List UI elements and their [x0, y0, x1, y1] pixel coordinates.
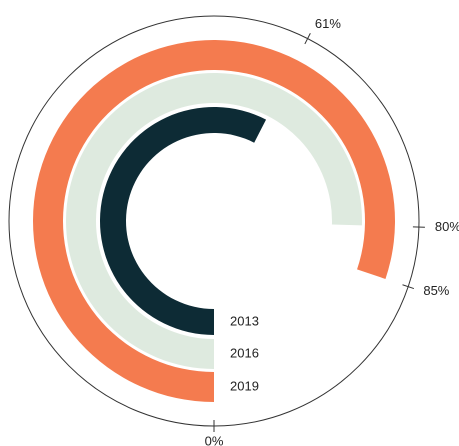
- bar: [100, 106, 267, 335]
- axis-tick-label: 0%: [205, 433, 224, 446]
- category-label: 2019: [230, 378, 259, 393]
- value-label: 85%: [423, 283, 449, 298]
- value-label: 80%: [435, 219, 459, 234]
- value-tick: [304, 33, 311, 45]
- category-label: 2013: [230, 313, 259, 328]
- category-label: 2016: [230, 345, 259, 360]
- value-label: 61%: [315, 16, 341, 31]
- value-tick: [402, 284, 415, 290]
